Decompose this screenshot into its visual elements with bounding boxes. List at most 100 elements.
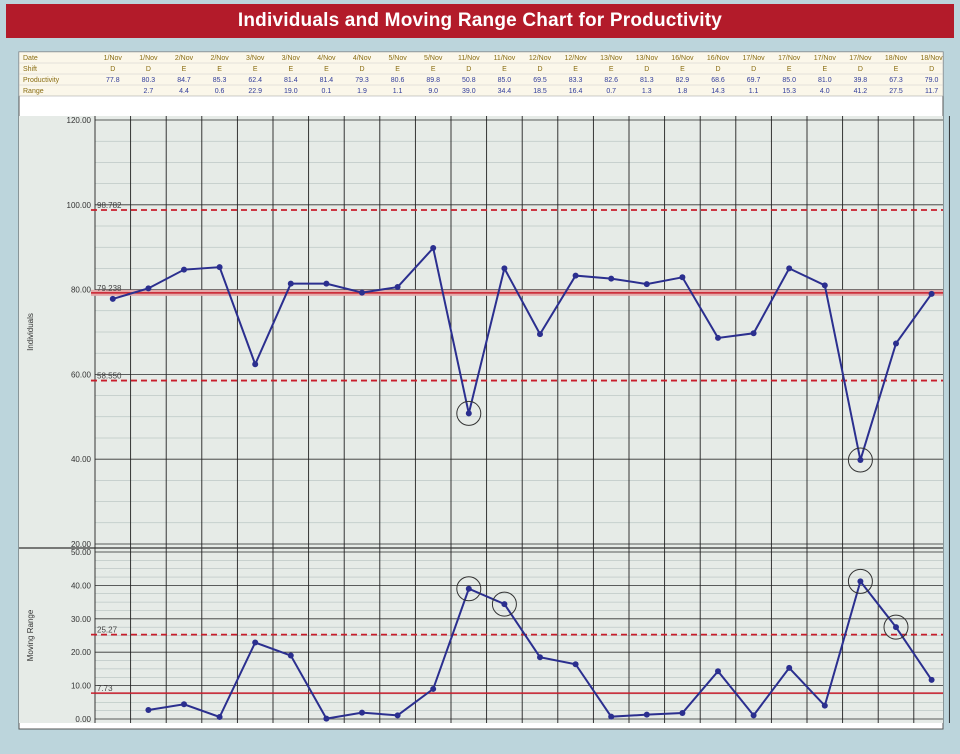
- table-cell: 1.1: [393, 88, 403, 95]
- individuals-tick-label: 80.00: [71, 286, 92, 295]
- individuals-data-point: [893, 340, 899, 347]
- table-cell: D: [466, 66, 471, 73]
- moving-range-data-point: [394, 712, 401, 719]
- table-cell: 85.0: [498, 77, 512, 84]
- table-cell: D: [110, 66, 115, 73]
- table-cell: 11/Nov: [458, 55, 480, 62]
- moving-range-data-point: [323, 715, 330, 722]
- table-cell: 15.3: [782, 88, 796, 95]
- individuals-data-point: [323, 280, 330, 287]
- table-cell: 82.9: [676, 77, 690, 84]
- moving-range-data-point: [537, 654, 543, 661]
- table-cell: 1.3: [642, 88, 652, 95]
- table-cell: 85.3: [213, 77, 227, 84]
- table-cell: D: [359, 66, 364, 73]
- moving-range-center-label: 7.73: [97, 684, 113, 693]
- table-cell: 39.0: [462, 88, 476, 95]
- table-cell: 1/Nov: [104, 55, 123, 62]
- table-cell: 81.4: [320, 77, 334, 84]
- table-cell: 17/Nov: [778, 55, 801, 62]
- table-cell: E: [182, 66, 187, 73]
- table-cell: D: [751, 66, 756, 73]
- individuals-data-point: [643, 281, 650, 288]
- table-cell: E: [395, 66, 400, 73]
- moving-range-data-point: [821, 702, 828, 709]
- table-cell: 80.3: [142, 77, 156, 84]
- moving-range-data-point: [287, 652, 294, 659]
- table-cell: D: [715, 66, 720, 73]
- table-cell: 2/Nov: [210, 55, 229, 62]
- table-cell: 18/Nov: [885, 55, 908, 62]
- table-cell: 13/Nov: [636, 55, 659, 62]
- table-cell: 39.8: [854, 77, 868, 84]
- individuals-data-point: [287, 280, 294, 287]
- table-cell: 89.8: [426, 77, 440, 84]
- moving-range-axis-title: Moving Range: [26, 609, 35, 661]
- table-cell: 68.6: [711, 77, 725, 84]
- individuals-out-of-control-marker: [847, 447, 873, 473]
- table-cell: 16/Nov: [707, 55, 730, 62]
- table-cell: D: [537, 66, 542, 73]
- table-cell: 69.5: [533, 77, 547, 84]
- individuals-data-point: [821, 282, 828, 289]
- individuals-data-point: [857, 457, 864, 464]
- moving-range-tick-label: 40.00: [71, 581, 92, 590]
- table-cell: 81.4: [284, 77, 298, 84]
- moving-range-tick-label: 20.00: [71, 648, 92, 657]
- individuals-data-point: [928, 290, 935, 297]
- individuals-data-point: [181, 266, 187, 273]
- table-cell: 1.1: [749, 88, 759, 95]
- table-cell: 62.4: [248, 77, 262, 84]
- individuals-data-point: [430, 245, 437, 252]
- table-cell: D: [644, 66, 649, 73]
- individuals-axis-title: Individuals: [26, 313, 35, 351]
- individuals-data-point: [679, 274, 686, 281]
- table-cell: E: [253, 66, 258, 73]
- moving-range-data-point: [893, 624, 899, 631]
- table-cell: 0.7: [606, 88, 616, 95]
- table-cell: D: [858, 66, 863, 73]
- table-cell: 17/Nov: [814, 55, 837, 62]
- moving-range-data-point: [679, 709, 686, 716]
- table-cell: 3/Nov: [282, 55, 301, 62]
- individuals-data-point: [715, 334, 721, 341]
- individuals-series-line: [112, 245, 933, 461]
- individuals-data-point: [608, 275, 615, 282]
- table-cell: 83.3: [569, 77, 583, 84]
- table-row-label: Shift: [23, 66, 37, 73]
- moving-range-data-point: [786, 664, 793, 671]
- individuals-data-point: [501, 265, 508, 272]
- table-cell: 81.3: [640, 77, 654, 84]
- moving-range-tick-label: 50.00: [71, 548, 92, 557]
- table-cell: 12/Nov: [529, 55, 552, 62]
- table-cell: E: [217, 66, 222, 73]
- table-cell: 12/Nov: [565, 55, 588, 62]
- table-row-label: Range: [23, 88, 44, 95]
- moving-range-tick-label: 0.00: [75, 715, 91, 724]
- moving-range-ucl-label: 25.27: [97, 626, 118, 635]
- table-cell: 1.8: [678, 88, 688, 95]
- individuals-tick-label: 60.00: [71, 370, 92, 379]
- chart-title: Individuals and Moving Range Chart for P…: [6, 4, 954, 38]
- moving-range-data-point: [643, 711, 650, 718]
- moving-range-out-of-control-marker: [883, 614, 909, 640]
- table-cell: E: [787, 66, 792, 73]
- table-cell: 34.4: [498, 88, 512, 95]
- table-cell: E: [609, 66, 614, 73]
- table-cell: 27.5: [889, 88, 903, 95]
- individuals-data-point: [537, 331, 543, 338]
- individuals-data-point: [252, 361, 259, 368]
- table-cell: 22.9: [248, 88, 262, 95]
- table-cell: 4/Nov: [353, 55, 372, 62]
- table-cell: 11.7: [925, 88, 938, 95]
- individuals-tick-label: 100.00: [67, 201, 92, 210]
- table-cell: E: [431, 66, 436, 73]
- table-cell: 77.8: [106, 77, 120, 84]
- individuals-data-point: [786, 265, 793, 272]
- table-cell: 4.4: [179, 88, 189, 95]
- table-cell: E: [573, 66, 578, 73]
- table-cell: 84.7: [177, 77, 191, 84]
- table-cell: 79.0: [925, 77, 939, 84]
- moving-range-data-point: [608, 713, 615, 720]
